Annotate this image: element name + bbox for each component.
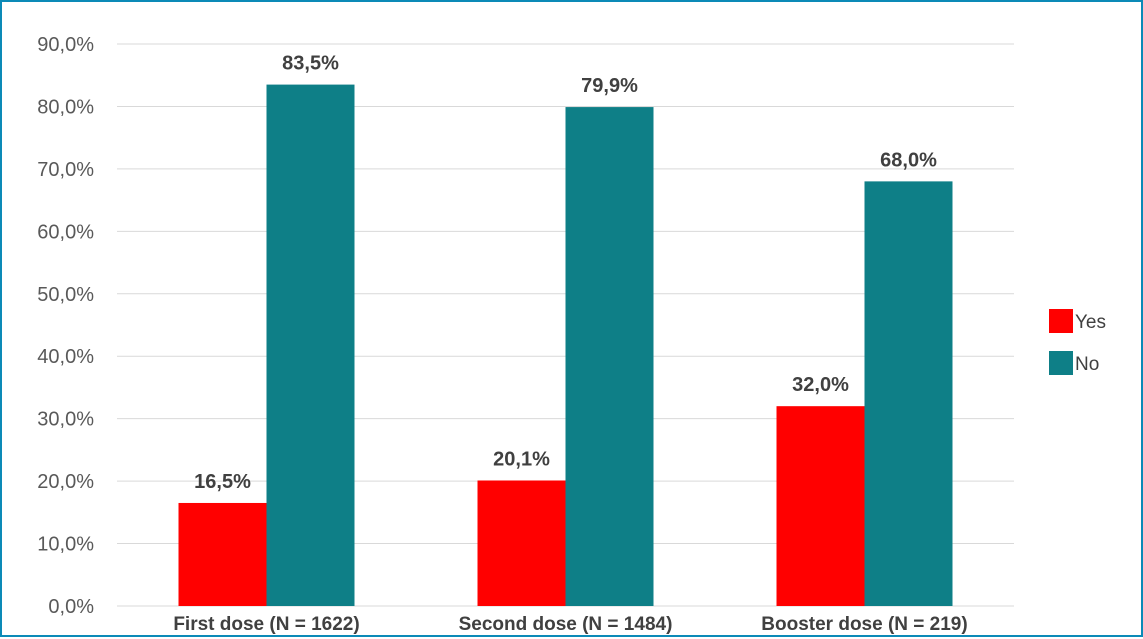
legend: Yes No [1049,309,1106,375]
data-label: 16,5% [194,471,251,493]
legend-swatch-no [1049,351,1073,375]
x-axis-categories: First dose (N = 1622) Second dose (N = 14… [173,614,967,635]
x-category-label: Booster dose (N = 219) [761,614,967,635]
bar-no [266,84,355,607]
legend-swatch-yes [1049,309,1073,333]
y-tick-label: 0,0% [48,596,94,618]
data-label: 68,0% [880,149,937,171]
bar-yes [776,406,865,606]
bar-no [565,107,654,607]
y-tick-label: 90,0% [37,34,94,56]
y-tick-label: 50,0% [37,284,94,306]
x-category-label: First dose (N = 1622) [173,614,359,635]
y-axis-ticks: 0,0% 10,0% 20,0% 30,0% 40,0% 50,0% 60,0% 70,0% 8… [37,34,94,618]
data-label: 79,9% [581,75,638,97]
x-category-label: Second dose (N = 1484) [459,614,673,635]
data-labels: 16,5% 83,5% 20,1% 79,9% 32,0% 68,0% [194,53,937,493]
bar-yes [178,502,267,606]
y-tick-label: 40,0% [37,346,94,368]
y-tick-label: 20,0% [37,471,94,493]
y-tick-label: 10,0% [37,534,94,556]
y-tick-label: 80,0% [37,96,94,118]
bars [178,84,953,607]
data-label: 20,1% [493,448,550,470]
bar-yes [477,480,566,606]
data-label: 32,0% [792,374,849,396]
y-tick-label: 60,0% [37,221,94,243]
legend-label-yes: Yes [1075,312,1106,333]
data-label: 83,5% [282,53,339,75]
y-tick-label: 30,0% [37,409,94,431]
bar-no [864,181,953,606]
y-tick-label: 70,0% [37,159,94,181]
legend-label-no: No [1075,354,1099,375]
